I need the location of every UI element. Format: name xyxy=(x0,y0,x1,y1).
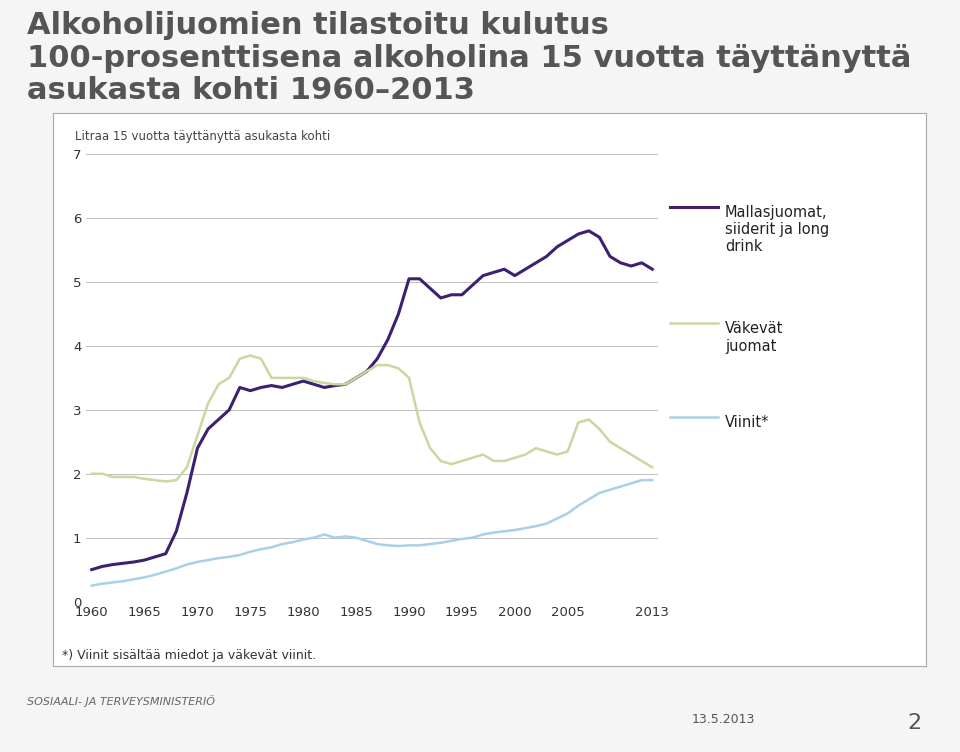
Text: 2: 2 xyxy=(907,713,922,733)
Text: 13.5.2013: 13.5.2013 xyxy=(691,713,755,726)
Text: 100-prosenttisena alkoholina 15 vuotta täyttänyttä: 100-prosenttisena alkoholina 15 vuotta t… xyxy=(27,44,911,73)
Text: *) Viinit sisältää miedot ja väkevät viinit.: *) Viinit sisältää miedot ja väkevät vii… xyxy=(62,649,317,662)
Text: Mallasjuomat,
siiderit ja long
drink: Mallasjuomat, siiderit ja long drink xyxy=(725,205,829,254)
Text: Väkevät
juomat: Väkevät juomat xyxy=(725,321,783,353)
Text: Viinit*: Viinit* xyxy=(725,415,769,430)
Text: Litraa 15 vuotta täyttänyttä asukasta kohti: Litraa 15 vuotta täyttänyttä asukasta ko… xyxy=(75,130,330,143)
Text: SOSIAALI- JA TERVEYSMINISTERIÖ: SOSIAALI- JA TERVEYSMINISTERIÖ xyxy=(27,695,215,707)
Text: asukasta kohti 1960–2013: asukasta kohti 1960–2013 xyxy=(27,76,475,105)
Text: Alkoholijuomien tilastoitu kulutus: Alkoholijuomien tilastoitu kulutus xyxy=(27,11,609,41)
